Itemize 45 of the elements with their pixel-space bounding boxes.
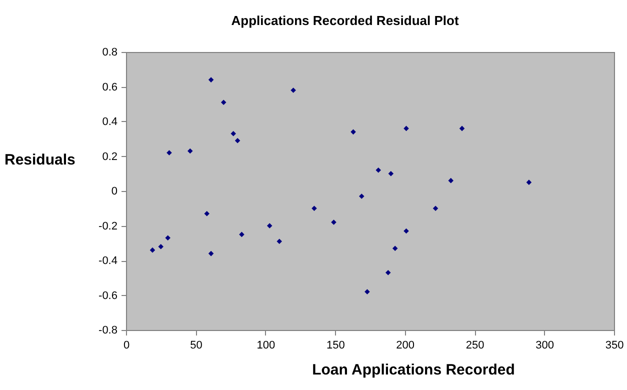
y-tick-label: 0.2 xyxy=(102,150,118,163)
point xyxy=(230,131,236,136)
x-tick-label: 50 xyxy=(190,340,202,352)
point xyxy=(376,168,382,173)
y-tick-label: 0 xyxy=(111,186,118,198)
point xyxy=(526,180,532,185)
point xyxy=(220,100,226,106)
point xyxy=(312,206,317,212)
y-tick-label: 0.4 xyxy=(102,116,118,128)
y-tick-label: -0.4 xyxy=(98,255,118,267)
point xyxy=(150,247,156,253)
point xyxy=(204,210,210,216)
point xyxy=(364,289,370,294)
y-axis-title: Residuals xyxy=(4,152,76,168)
point xyxy=(388,170,394,176)
y-tick-label: 0.6 xyxy=(102,81,118,94)
point xyxy=(448,178,454,184)
point xyxy=(266,223,272,228)
chart-title: Applications Recorded Residual Plot xyxy=(231,13,460,28)
point xyxy=(165,235,170,241)
point xyxy=(392,246,398,251)
point xyxy=(290,88,296,93)
x-axis-title: Loan Applications Recorded xyxy=(312,362,515,378)
point xyxy=(432,206,438,212)
x-tick-label: 300 xyxy=(536,340,554,352)
point xyxy=(166,150,172,156)
point xyxy=(385,270,391,276)
point xyxy=(358,194,364,199)
point xyxy=(208,250,214,256)
point xyxy=(234,138,240,144)
y-tick-label: -0.6 xyxy=(98,290,118,302)
point xyxy=(187,148,193,154)
point xyxy=(459,126,465,132)
x-tick-label: 200 xyxy=(396,340,415,352)
point xyxy=(276,238,282,244)
point xyxy=(158,244,164,250)
x-tick-label: 0 xyxy=(123,340,130,352)
x-tick-label: 250 xyxy=(466,340,484,352)
y-tick-label: 0.8 xyxy=(102,46,118,58)
point xyxy=(331,220,336,225)
x-tick-label: 150 xyxy=(326,340,345,352)
x-tick-label: 100 xyxy=(256,340,276,352)
y-tick-label: -0.8 xyxy=(98,324,118,336)
y-tick-label: -0.2 xyxy=(98,220,118,232)
x-tick-label: 350 xyxy=(605,340,624,352)
